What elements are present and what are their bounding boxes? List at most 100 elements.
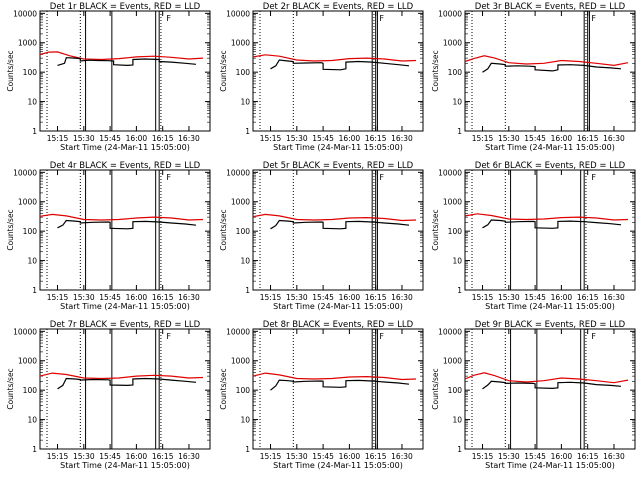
x-tick-label: 15:45 <box>312 293 334 302</box>
x-tick-label: 16:00 <box>339 134 361 143</box>
y-tick-label: 100 <box>236 386 251 395</box>
x-tick-label: 15:30 <box>498 452 520 461</box>
detector-panel: Det 9r BLACK = Events, RED = LLD 1 10 100 10… <box>431 320 636 470</box>
y-axis-label: Counts/sec <box>219 50 228 91</box>
x-tick-label: 15:30 <box>498 134 520 143</box>
x-tick-label: 16:00 <box>551 452 573 461</box>
x-axis-label: Start Time (24-Mar-11 15:05:00) <box>485 461 615 470</box>
y-axis-label: Counts/sec <box>6 368 15 409</box>
detector-panel: Det 8r BLACK = Events, RED = LLD 1 10 100 10… <box>219 320 424 470</box>
x-tick-label: 16:15 <box>152 452 174 461</box>
y-tick-label: 100 <box>23 227 38 236</box>
y-axis-label: Counts/sec <box>431 209 440 250</box>
panel-title: Det 4r BLACK = Events, RED = LLD <box>50 161 201 171</box>
flag-marker-label: F <box>591 332 596 341</box>
y-tick-label: 10 <box>452 257 462 266</box>
x-tick-label: 15:30 <box>73 452 95 461</box>
x-tick-label: 16:15 <box>577 452 599 461</box>
x-tick-label: 15:15 <box>47 134 69 143</box>
x-tick-label: 15:15 <box>47 293 69 302</box>
y-tick-label: 10000 <box>226 327 250 336</box>
y-tick-label: 1 <box>32 445 37 454</box>
y-tick-label: 1 <box>245 286 250 295</box>
y-axis-label: Counts/sec <box>6 50 15 91</box>
y-tick-label: 10000 <box>13 327 37 336</box>
plot-frame <box>39 328 211 450</box>
x-tick-label: 15:45 <box>524 134 546 143</box>
y-tick-label: 1000 <box>18 357 37 366</box>
x-tick-label: 15:15 <box>472 452 494 461</box>
x-tick-label: 15:45 <box>99 452 121 461</box>
x-tick-label: 15:30 <box>498 293 520 302</box>
events-rate-line <box>270 219 410 230</box>
y-tick-label: 10000 <box>13 9 37 18</box>
x-axis-label: Start Time (24-Mar-11 15:05:00) <box>60 461 190 470</box>
detector-panel: Det 1r BLACK = Events, RED = LLD 1 10 100 10… <box>6 2 211 152</box>
x-tick-label: 15:45 <box>524 452 546 461</box>
flag-marker-label: F <box>166 173 171 182</box>
y-tick-label: 1 <box>457 127 462 136</box>
x-tick-label: 15:15 <box>472 293 494 302</box>
panel-title: Det 2r BLACK = Events, RED = LLD <box>263 2 414 12</box>
x-tick-label: 15:30 <box>286 134 308 143</box>
x-tick-label: 16:15 <box>152 134 174 143</box>
y-tick-label: 10000 <box>438 327 462 336</box>
y-tick-label: 10000 <box>226 168 250 177</box>
panel-title: Det 6r BLACK = Events, RED = LLD <box>475 161 626 171</box>
x-tick-label: 15:45 <box>312 134 334 143</box>
y-tick-label: 100 <box>236 68 251 77</box>
x-axis-label: Start Time (24-Mar-11 15:05:00) <box>485 302 615 311</box>
lld-rate-line <box>464 372 629 384</box>
x-tick-label: 16:00 <box>339 452 361 461</box>
lld-rate-line <box>252 372 417 381</box>
flag-marker-label: F <box>591 14 596 23</box>
x-tick-label: 15:15 <box>472 134 494 143</box>
x-tick-label: 16:15 <box>577 134 599 143</box>
x-tick-label: 15:15 <box>260 293 282 302</box>
y-tick-label: 100 <box>448 68 463 77</box>
y-tick-label: 10 <box>452 416 462 425</box>
y-tick-label: 100 <box>236 227 251 236</box>
y-tick-label: 10000 <box>438 9 462 18</box>
detector-panel: Det 5r BLACK = Events, RED = LLD 1 10 100 10… <box>219 161 424 311</box>
y-tick-label: 10 <box>240 416 250 425</box>
plot-frame <box>464 10 636 132</box>
x-tick-label: 15:45 <box>99 134 121 143</box>
x-tick-label: 15:45 <box>312 452 334 461</box>
panel-title: Det 7r BLACK = Events, RED = LLD <box>50 320 201 330</box>
x-tick-label: 15:30 <box>286 452 308 461</box>
detector-panel: Det 7r BLACK = Events, RED = LLD 1 10 100 10… <box>6 320 211 470</box>
y-tick-label: 1000 <box>443 39 462 48</box>
panel-title: Det 3r BLACK = Events, RED = LLD <box>475 2 626 12</box>
y-tick-label: 10 <box>240 257 250 266</box>
y-tick-label: 1 <box>457 286 462 295</box>
x-axis-label: Start Time (24-Mar-11 15:05:00) <box>485 143 615 152</box>
y-tick-label: 10 <box>452 98 462 107</box>
y-tick-label: 1000 <box>443 198 462 207</box>
y-tick-label: 100 <box>23 68 38 77</box>
x-axis-label: Start Time (24-Mar-11 15:05:00) <box>273 143 403 152</box>
y-tick-label: 1 <box>32 286 37 295</box>
flag-marker-label: F <box>379 173 384 182</box>
y-tick-label: 1 <box>245 127 250 136</box>
y-axis-label: Counts/sec <box>6 209 15 250</box>
y-tick-label: 1000 <box>231 198 250 207</box>
events-rate-line <box>482 219 622 229</box>
x-tick-label: 16:00 <box>126 452 148 461</box>
lld-rate-line <box>252 213 417 222</box>
detector-panel: Det 6r BLACK = Events, RED = LLD 1 10 100 10… <box>431 161 636 311</box>
y-tick-label: 1000 <box>443 357 462 366</box>
y-tick-label: 1000 <box>231 357 250 366</box>
x-tick-label: 15:15 <box>260 134 282 143</box>
x-tick-label: 16:30 <box>391 293 413 302</box>
flag-marker-label: F <box>379 14 384 23</box>
x-axis-label: Start Time (24-Mar-11 15:05:00) <box>273 302 403 311</box>
x-tick-label: 16:15 <box>365 134 387 143</box>
plot-frame <box>252 10 424 132</box>
y-axis-label: Counts/sec <box>431 368 440 409</box>
flag-marker-label: F <box>166 14 171 23</box>
x-tick-label: 16:00 <box>339 293 361 302</box>
x-tick-label: 16:15 <box>152 293 174 302</box>
x-tick-label: 16:30 <box>603 293 625 302</box>
events-rate-line <box>482 62 622 73</box>
